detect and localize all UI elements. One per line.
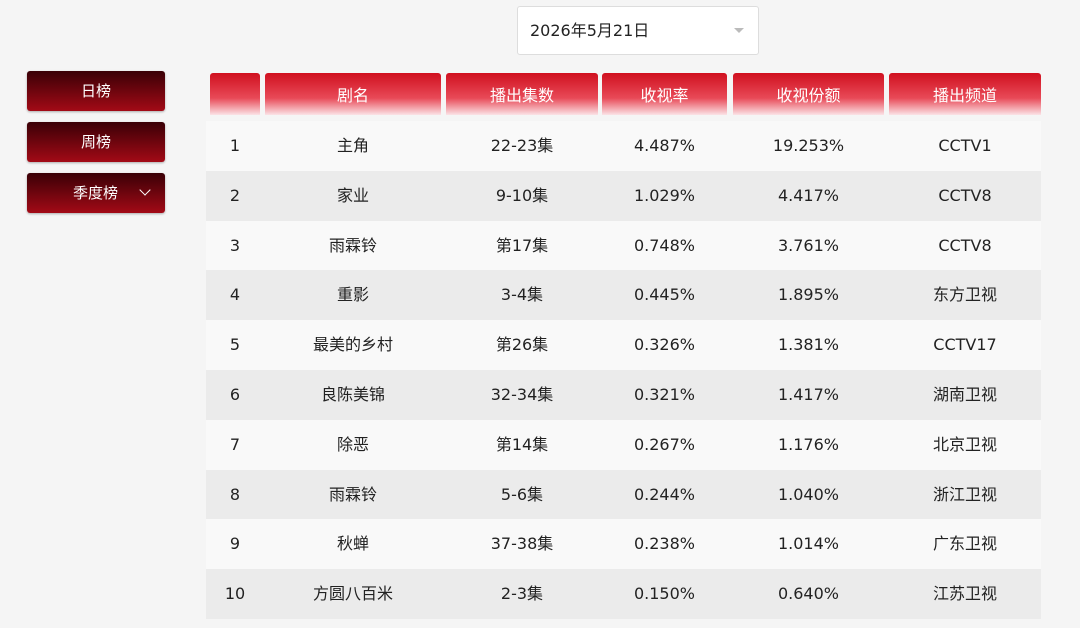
table-cell: 3 — [229, 235, 241, 255]
table-cell: 浙江卫视 — [932, 484, 997, 504]
table-cell: 0.321% — [633, 385, 695, 404]
table-cell: 0.748% — [633, 235, 695, 255]
header-cell — [210, 73, 260, 115]
table-cell: 广东卫视 — [932, 534, 997, 554]
table-cell: 5 — [229, 335, 241, 355]
table-cell: 江苏卫视 — [932, 584, 997, 604]
header-cell: 收视份额 — [733, 73, 884, 115]
table-cell: 北京卫视 — [932, 434, 997, 454]
chevron — [139, 184, 151, 196]
table-cell: 重影 — [336, 285, 369, 305]
table-cell: 0.238% — [633, 534, 695, 554]
table-cell: 4 — [229, 285, 241, 305]
table-cell: 除恶 — [336, 434, 369, 454]
table-cell: 22-23集 — [490, 136, 554, 155]
table-cell: 雨霖铃 — [328, 235, 377, 255]
table-cell: 雨霖铃 — [328, 484, 377, 504]
table-cell: 1.176% — [777, 434, 839, 454]
table-cell: 良陈美锦 — [320, 385, 385, 404]
table-row: 6 良陈美锦 32-34集 0.321% 1.417% 湖南卫视 — [206, 370, 1041, 420]
table-cell: 0.150% — [633, 584, 695, 604]
tab-button[interactable]: 季度榜 — [27, 173, 165, 213]
table-row: 3 雨霖铃 第17集 0.748% 3.761% CCTV8 — [206, 220, 1041, 271]
table-cell: 2-3集 — [500, 584, 544, 604]
header-cell: 剧名 — [265, 73, 441, 115]
table-cell: 6 — [229, 385, 241, 404]
table-row: 9 秋蝉 37-38集 0.238% 1.014% 广东卫视 — [206, 519, 1041, 570]
dropdown-caret — [734, 28, 744, 33]
table-cell: 1.040% — [777, 484, 839, 504]
table-cell: CCTV1 — [938, 136, 992, 155]
table-cell: 第26集 — [495, 335, 549, 355]
table-row: 8 雨霖铃 5-6集 0.244% 1.040% 浙江卫视 — [206, 469, 1041, 520]
table-cell: CCTV17 — [933, 335, 997, 355]
table-cell: 最美的乡村 — [312, 335, 393, 355]
table-cell: CCTV8 — [938, 235, 992, 255]
header-cell: 播出集数 — [446, 73, 598, 115]
table-cell: 7 — [229, 434, 241, 454]
table-row: 4 重影 3-4集 0.445% 1.895% 东方卫视 — [206, 270, 1041, 321]
table-cell: 5-6集 — [500, 484, 544, 504]
table-cell: 0.326% — [633, 335, 695, 355]
table-row: 5 最美的乡村 第26集 0.326% 1.381% CCTV17 — [206, 320, 1041, 371]
table-cell: 0.445% — [633, 285, 695, 305]
table-row: 10 方圆八百米 2-3集 0.150% 0.640% 江苏卫视 — [206, 569, 1041, 620]
table-cell: CCTV8 — [938, 185, 992, 205]
table-cell: 9-10集 — [495, 185, 549, 205]
table-cell: 0.640% — [777, 584, 839, 604]
table-cell: 1.895% — [777, 285, 839, 305]
table-row: 7 除恶 第14集 0.267% 1.176% 北京卫视 — [206, 419, 1041, 470]
table-cell: 1.014% — [777, 534, 839, 554]
table-cell: 家业 — [336, 185, 369, 205]
table-cell: 湖南卫视 — [932, 385, 997, 404]
table-cell: 第17集 — [495, 235, 549, 255]
table-cell: 1.381% — [777, 335, 839, 355]
table-cell: 3-4集 — [500, 285, 544, 305]
date-value: 2026年5月21日 — [530, 21, 650, 40]
header-cell: 播出频道 — [889, 73, 1041, 115]
table-cell: 9 — [229, 534, 241, 554]
date-picker[interactable]: 2026年5月21日 — [517, 6, 759, 55]
table-cell: 1.417% — [777, 385, 839, 404]
table-cell: 0.244% — [633, 484, 695, 504]
table-cell: 10 — [224, 584, 246, 604]
table-cell: 第14集 — [495, 434, 549, 454]
table-cell: 8 — [229, 484, 241, 504]
table-row: 2 家业 9-10集 1.029% 4.417% CCTV8 — [206, 170, 1041, 221]
table-cell: 主角 — [336, 136, 369, 155]
table-cell: 1.029% — [633, 185, 695, 205]
table-cell: 37-38集 — [490, 534, 554, 554]
tab-button[interactable]: 周榜 — [27, 122, 165, 162]
table-cell: 1 — [229, 136, 241, 155]
table-cell: 方圆八百米 — [312, 584, 393, 604]
table-cell: 0.267% — [633, 434, 695, 454]
table-cell: 东方卫视 — [932, 285, 997, 305]
header-cell: 收视率 — [602, 73, 727, 115]
table-cell: 32-34集 — [490, 385, 554, 404]
table-cell: 4.487% — [633, 136, 695, 155]
tab-button[interactable]: 日榜 — [27, 71, 165, 111]
table-cell: 4.417% — [777, 185, 839, 205]
table-cell: 2 — [229, 185, 241, 205]
table-row: 1 主角 22-23集 4.487% 19.253% CCTV1 — [206, 121, 1041, 171]
table-cell: 秋蝉 — [336, 534, 369, 554]
table-cell: 19.253% — [772, 136, 845, 155]
table-cell: 3.761% — [777, 235, 839, 255]
